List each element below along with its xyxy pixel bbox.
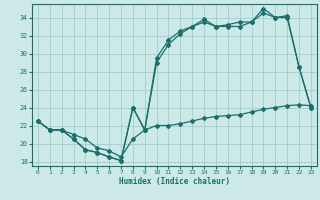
X-axis label: Humidex (Indice chaleur): Humidex (Indice chaleur) <box>119 177 230 186</box>
